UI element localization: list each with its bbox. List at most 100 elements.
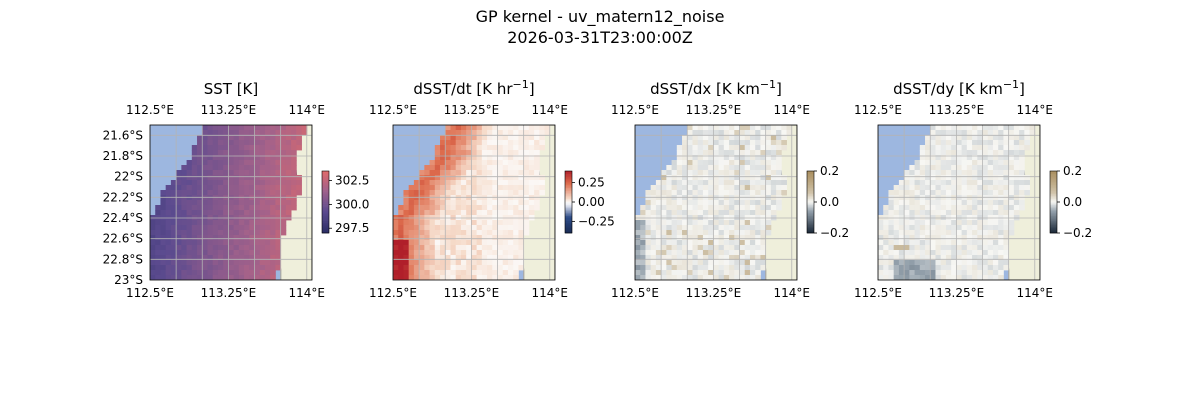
heatmap-cell xyxy=(692,200,699,206)
heatmap-cell xyxy=(904,170,910,176)
heatmap-cell xyxy=(734,160,740,166)
heatmap-cell xyxy=(940,200,947,206)
heatmap-cell xyxy=(945,250,952,256)
heatmap-cell xyxy=(481,145,488,151)
heatmap-cell xyxy=(176,185,182,191)
heatmap-cell xyxy=(186,265,193,271)
colorbar-swatch xyxy=(1050,219,1057,221)
heatmap-cell xyxy=(518,245,525,251)
heatmap-cell xyxy=(280,140,287,146)
heatmap-cell xyxy=(635,250,641,256)
heatmap-cell xyxy=(776,160,782,166)
heatmap-cell xyxy=(450,175,457,181)
heatmap-cell xyxy=(413,230,420,236)
heatmap-cell xyxy=(898,235,905,241)
heatmap-cell xyxy=(492,240,498,246)
heatmap-cell xyxy=(645,255,652,261)
colorbar-swatch xyxy=(1050,214,1057,217)
heatmap-cell xyxy=(666,175,672,181)
heatmap-cell xyxy=(291,190,297,196)
heatmap-cell xyxy=(776,170,782,176)
heatmap-cell xyxy=(207,270,214,276)
heatmap-cell xyxy=(919,265,926,271)
heatmap-cell xyxy=(945,200,952,206)
heatmap-cell xyxy=(502,150,509,156)
heatmap-cell xyxy=(640,230,646,236)
heatmap-cell xyxy=(445,270,451,276)
heatmap-cell xyxy=(455,155,462,161)
heatmap-cell xyxy=(655,190,662,196)
heatmap-cell xyxy=(275,250,282,256)
heatmap-cell xyxy=(238,130,245,136)
colorbar-swatch xyxy=(565,200,572,203)
heatmap-cell xyxy=(708,185,714,191)
heatmap-cell xyxy=(434,170,441,176)
heatmap-cell xyxy=(413,235,420,241)
heatmap-cell xyxy=(982,245,989,251)
heatmap-cell xyxy=(440,180,446,186)
heatmap-cell xyxy=(749,250,756,256)
heatmap-cell xyxy=(523,220,530,226)
heatmap-cell xyxy=(935,210,942,216)
heatmap-cell xyxy=(197,175,203,181)
heatmap-cell xyxy=(661,240,667,246)
heatmap-cell xyxy=(645,220,652,226)
heatmap-cell xyxy=(408,250,415,256)
heatmap-cell xyxy=(191,145,198,151)
colorbar-swatch xyxy=(1050,203,1057,206)
heatmap-cell xyxy=(523,185,530,191)
heatmap-cell xyxy=(982,225,989,231)
heatmap-cell xyxy=(697,135,704,141)
heatmap-cell xyxy=(492,185,498,191)
heatmap-cell xyxy=(909,275,915,280)
heatmap-cell xyxy=(776,190,782,196)
heatmap-cell xyxy=(930,225,936,231)
heatmap-cell xyxy=(1008,155,1015,161)
heatmap-cell xyxy=(497,275,504,280)
heatmap-cell xyxy=(539,175,545,181)
heatmap-cell xyxy=(244,140,250,146)
heatmap-cell xyxy=(713,200,720,206)
heatmap-cell xyxy=(645,250,652,256)
heatmap-cell xyxy=(739,130,746,136)
heatmap-cell xyxy=(450,235,457,241)
heatmap-cell xyxy=(744,145,751,151)
heatmap-cell xyxy=(1019,140,1025,146)
heatmap-cell xyxy=(233,165,240,171)
heatmap-cell xyxy=(264,235,271,241)
heatmap-cell xyxy=(739,155,746,161)
colorbar-swatch xyxy=(565,180,572,183)
panel-sst: SST [K]112.5°E112.5°E113.25°E113.25°E114… xyxy=(103,80,370,300)
heatmap-cell xyxy=(455,225,462,231)
heatmap-cell xyxy=(507,185,514,191)
heatmap-cell xyxy=(956,125,963,131)
heatmap-cell xyxy=(729,220,735,226)
heatmap-cell xyxy=(998,125,1004,131)
heatmap-cell xyxy=(408,265,415,271)
heatmap-cell xyxy=(455,220,462,226)
heatmap-cell xyxy=(883,260,889,266)
heatmap-cell xyxy=(202,210,208,216)
heatmap-cell xyxy=(919,270,926,276)
heatmap-cell xyxy=(760,170,767,176)
heatmap-cell xyxy=(961,185,968,191)
heatmap-cell xyxy=(713,190,720,196)
heatmap-cell xyxy=(419,170,425,176)
heatmap-cell xyxy=(244,270,250,276)
heatmap-cell xyxy=(998,225,1004,231)
heatmap-cell xyxy=(275,145,282,151)
heatmap-cell xyxy=(259,265,266,271)
heatmap-cell xyxy=(518,230,525,236)
heatmap-cell xyxy=(176,170,182,176)
heatmap-cell xyxy=(170,220,177,226)
heatmap-cell xyxy=(713,165,720,171)
heatmap-cell xyxy=(434,220,441,226)
heatmap-cell xyxy=(702,265,709,271)
heatmap-cell xyxy=(972,160,978,166)
heatmap-cell xyxy=(408,230,415,236)
heatmap-cell xyxy=(945,185,952,191)
heatmap-cell xyxy=(264,210,271,216)
heatmap-cell xyxy=(940,175,947,181)
heatmap-cell xyxy=(718,165,725,171)
heatmap-cell xyxy=(904,190,910,196)
